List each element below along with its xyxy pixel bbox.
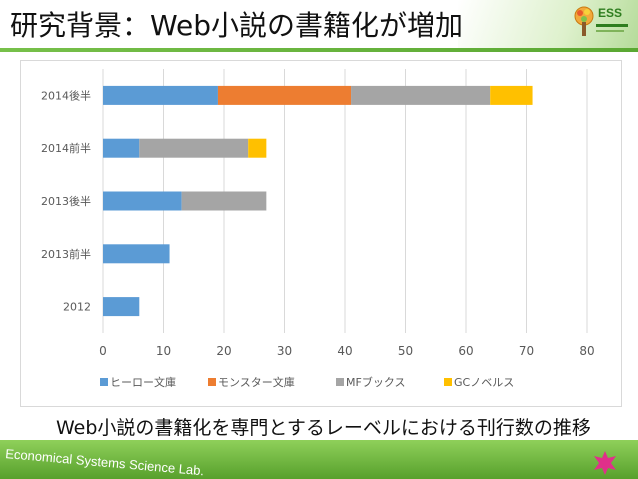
bar-segment <box>103 191 182 211</box>
y-category-label: 2013後半 <box>41 194 91 208</box>
legend-label: モンスター文庫 <box>218 375 295 389</box>
legend-label: MFブックス <box>346 375 406 389</box>
stacked-bar-chart: 0 10 20 30 40 50 60 70 80 2014後半 2014前半 2013後半 2013前… <box>41 69 595 389</box>
legend-swatch <box>208 378 216 386</box>
x-tick-label: 10 <box>156 344 171 358</box>
bar-segment <box>103 297 140 317</box>
bar-segment <box>181 191 267 211</box>
bar-segment <box>103 138 140 158</box>
bar-segment <box>103 244 170 264</box>
chart-frame: 0 10 20 30 40 50 60 70 80 2014後半 2014前半 2013後半 2013前… <box>20 60 622 407</box>
x-tick-label: 20 <box>216 344 231 358</box>
logo-text: ESS <box>598 6 623 20</box>
legend-swatch <box>444 378 452 386</box>
y-category-label: 2012 <box>63 301 91 314</box>
x-tick-label: 60 <box>458 344 473 358</box>
tree-logo-icon <box>574 6 628 36</box>
x-tick-label: 40 <box>337 344 352 358</box>
y-category-label: 2014後半 <box>41 88 91 102</box>
x-tick-label: 50 <box>398 344 413 358</box>
y-category-label: 2014前半 <box>41 141 91 155</box>
legend-label: ヒーロー文庫 <box>110 375 176 389</box>
x-tick-label: 30 <box>277 344 292 358</box>
x-tick-label: 0 <box>99 344 107 358</box>
x-tick-label: 70 <box>519 344 534 358</box>
pink-star-icon <box>594 451 616 475</box>
bar-segment <box>490 85 533 105</box>
bar-segment <box>248 138 267 158</box>
slide-title: 研究背景：Web小説の書籍化が増加 <box>10 9 464 42</box>
bar-segment <box>351 85 491 105</box>
y-category-label: 2013前半 <box>41 247 91 261</box>
bar-segment <box>217 85 352 105</box>
legend-swatch <box>336 378 344 386</box>
chart-caption: Web小説の書籍化を専門とするレーベルにおける刊行数の推移 <box>56 417 591 439</box>
legend-label: GCノベルス <box>454 376 514 389</box>
bar-segment <box>103 85 218 105</box>
bar-segment <box>139 138 249 158</box>
x-tick-label: 80 <box>579 344 594 358</box>
header-underline <box>0 48 638 52</box>
legend-swatch <box>100 378 108 386</box>
footer-band <box>0 440 638 479</box>
